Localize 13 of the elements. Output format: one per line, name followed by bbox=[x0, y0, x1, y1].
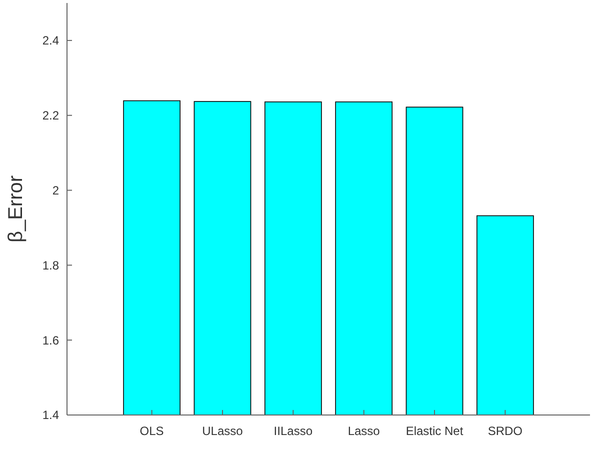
y-tick-label: 2.2 bbox=[42, 108, 60, 123]
y-tick-label: 2 bbox=[52, 183, 60, 198]
x-tick-label: ULasso bbox=[202, 424, 244, 438]
x-tick-label: Lasso bbox=[348, 424, 380, 438]
x-tick-label: SRDO bbox=[488, 424, 523, 438]
y-axis-title: β_Error bbox=[5, 175, 27, 243]
x-tick-label: IILasso bbox=[274, 424, 313, 438]
y-tick-label: 2.4 bbox=[42, 34, 60, 48]
y-tick-label: 1.8 bbox=[42, 258, 60, 272]
y-tick-label: 1.4 bbox=[42, 408, 60, 422]
y-tick-label: 1.6 bbox=[42, 333, 60, 348]
x-tick-label: Elastic Net bbox=[406, 424, 464, 438]
x-tick-label: OLS bbox=[140, 424, 164, 438]
